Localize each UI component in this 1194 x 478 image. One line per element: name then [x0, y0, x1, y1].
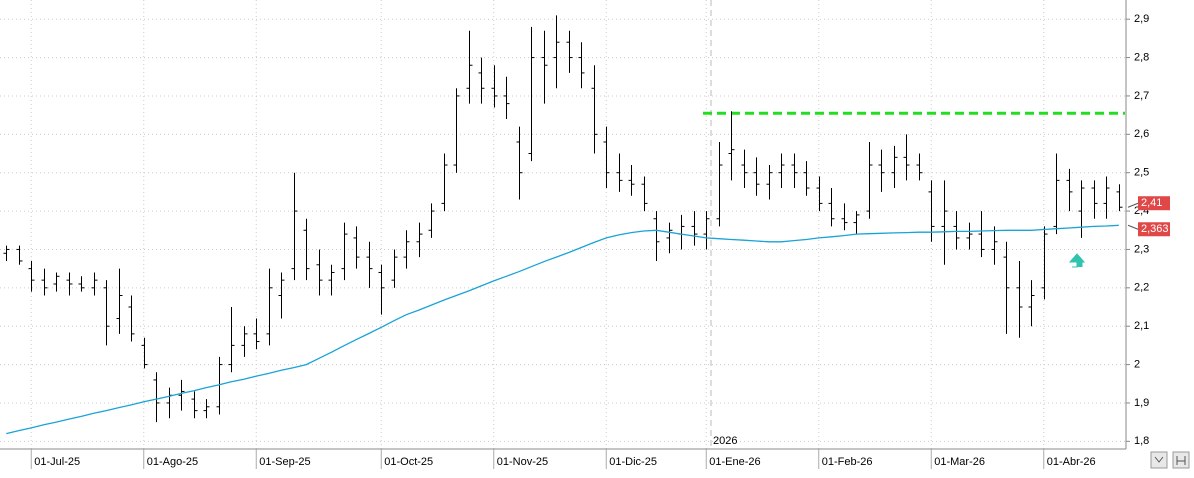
y-tick-label: 2,9 — [1134, 13, 1149, 25]
x-tick-label: 01-Nov-25 — [497, 456, 548, 468]
y-tick-label: 2,5 — [1134, 167, 1149, 179]
scroll-button[interactable] — [1150, 451, 1168, 469]
price-tag-label: 2,363 — [1141, 223, 1169, 235]
y-tick-label: 2 — [1134, 358, 1140, 370]
year-label: 2026 — [713, 435, 737, 447]
price-pointer — [1127, 202, 1139, 208]
moving-average — [6, 224, 1119, 435]
y-tick-label: 2,7 — [1134, 90, 1149, 102]
home-button[interactable] — [1172, 451, 1190, 469]
x-tick-label: 01-Mar-26 — [934, 456, 985, 468]
price-tag-label: 2,41 — [1141, 197, 1162, 209]
price-tag — [1138, 196, 1170, 211]
x-tick-label: 01-Oct-25 — [384, 456, 433, 468]
y-tick-label: 1,8 — [1134, 435, 1149, 447]
scroll-icon — [1154, 456, 1164, 463]
x-tick-label: 01-Abr-26 — [1047, 456, 1096, 468]
y-tick-label: 2,2 — [1134, 282, 1149, 294]
y-tick-label: 2,8 — [1134, 51, 1149, 63]
y-tick-label: 2,6 — [1134, 128, 1149, 140]
x-tick-label: 01-Ago-25 — [147, 456, 198, 468]
x-tick-label: 01-Ene-26 — [709, 456, 760, 468]
y-tick-label: 1,9 — [1134, 397, 1149, 409]
y-tick-label: 2,1 — [1134, 320, 1149, 332]
x-tick-label: 01-Sep-25 — [259, 456, 310, 468]
price-tag — [1138, 222, 1170, 237]
x-tick-label: 01-Feb-26 — [822, 456, 873, 468]
y-tick-label: 2,3 — [1134, 243, 1149, 255]
price-pointer — [1127, 224, 1139, 230]
scroll-buttons[interactable] — [1150, 451, 1190, 469]
x-tick-label: 01-Dic-25 — [609, 456, 657, 468]
signal-arrow — [1068, 253, 1086, 268]
x-tick-label: 01-Jul-25 — [34, 456, 80, 468]
home-icon — [1176, 456, 1186, 465]
